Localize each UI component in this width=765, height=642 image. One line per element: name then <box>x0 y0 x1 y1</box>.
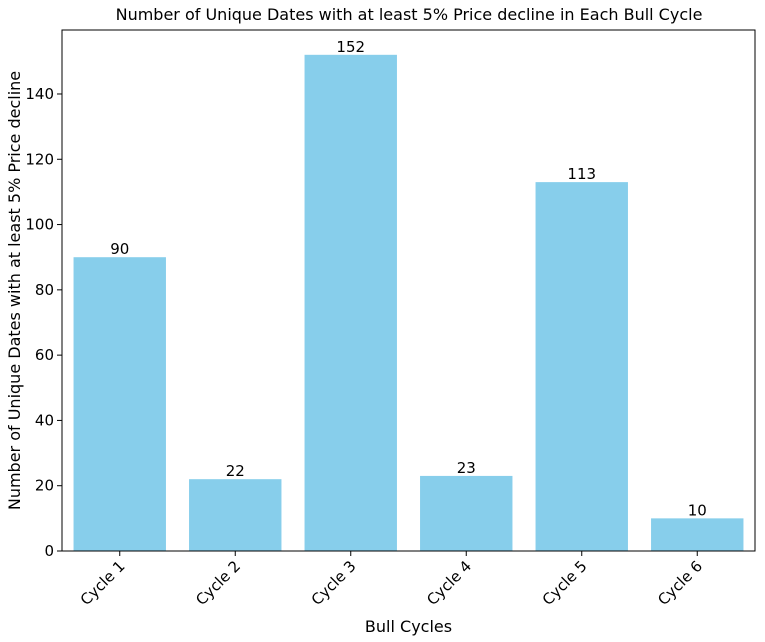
y-tick-label: 60 <box>35 346 54 364</box>
bar-cycle-5 <box>535 182 628 551</box>
bar-cycle-3 <box>304 54 397 552</box>
y-tick-label: 140 <box>25 85 54 103</box>
bars-group <box>73 54 744 552</box>
bar-cycle-6 <box>651 518 744 551</box>
data-label: 90 <box>110 240 129 258</box>
x-axis-ticks: Cycle 1 Cycle 2 Cycle 3 Cycle 4 Cycle 5 Cycle… <box>77 551 706 609</box>
plot-area: 90 22 152 23 113 10 0 20 40 60 80 100 120 140 Cycle … <box>25 29 756 609</box>
y-axis-label: Number of Unique Dates with at least 5% … <box>5 71 24 510</box>
x-axis-label: Bull Cycles <box>365 617 452 636</box>
bar-cycle-2 <box>189 479 282 551</box>
y-tick-label: 40 <box>35 411 54 429</box>
x-tick-label: Cycle 4 <box>423 557 475 609</box>
data-label: 113 <box>567 165 596 183</box>
x-tick-label: Cycle 1 <box>77 557 129 609</box>
data-label: 22 <box>226 462 245 480</box>
data-labels-group: 90 22 152 23 113 10 <box>110 38 707 520</box>
x-tick-label: Cycle 5 <box>539 557 591 609</box>
data-label: 152 <box>336 38 365 56</box>
chart-title: Number of Unique Dates with at least 5% … <box>116 5 703 24</box>
y-tick-label: 100 <box>25 216 54 234</box>
axes-frame <box>61 29 756 552</box>
x-tick-label: Cycle 3 <box>308 557 360 609</box>
y-axis-ticks: 0 20 40 60 80 100 120 140 <box>25 85 62 560</box>
y-tick-label: 0 <box>44 542 54 560</box>
data-label: 10 <box>688 501 707 519</box>
data-label: 23 <box>457 459 476 477</box>
y-tick-label: 20 <box>35 477 54 495</box>
x-tick-label: Cycle 2 <box>192 557 244 609</box>
y-tick-label: 120 <box>25 150 54 168</box>
y-tick-label: 80 <box>35 281 54 299</box>
x-tick-label: Cycle 6 <box>654 557 706 609</box>
bar-cycle-1 <box>73 257 166 551</box>
bar-cycle-4 <box>420 475 513 551</box>
